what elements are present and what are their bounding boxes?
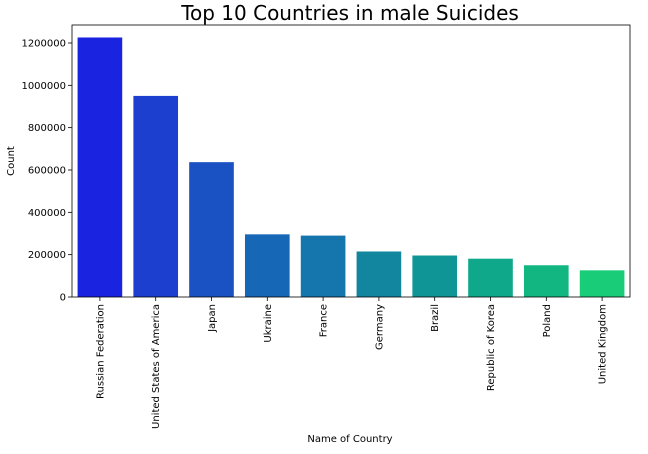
y-axis-label: Count [6, 146, 17, 176]
x-tick-label-5: Germany [374, 304, 385, 350]
bar-1 [133, 95, 179, 297]
y-tick-label-5: 1000000 [21, 81, 66, 92]
x-tick-label-2: Japan [207, 304, 218, 333]
bar-4 [300, 235, 346, 297]
x-tick-label-9: United Kingdom [598, 304, 609, 384]
bar-9 [579, 270, 625, 297]
x-tick-label-1: United States of America [151, 304, 162, 429]
x-tick-label-6: Brazil [430, 304, 441, 332]
x-tick-label-0: Russian Federation [95, 304, 106, 399]
x-tick-label-8: Poland [542, 304, 553, 337]
y-tick-label-4: 800000 [28, 123, 66, 134]
y-tick-label-2: 400000 [28, 208, 66, 219]
bar-2 [189, 162, 234, 297]
y-axis: 0 200000 400000 600000 800000 1000000 1200000 [21, 38, 72, 304]
x-tick-label-7: Republic of Korea [486, 304, 497, 391]
y-tick-label-6: 1200000 [21, 38, 66, 49]
x-tick-label-3: Ukraine [263, 304, 274, 343]
bar-8 [523, 265, 569, 297]
bar-0 [77, 37, 123, 298]
bar-3 [244, 234, 290, 297]
x-tick-label-4: France [319, 304, 330, 337]
bar-5 [356, 251, 402, 297]
bars-group [77, 37, 625, 298]
y-tick-label-0: 0 [60, 293, 66, 304]
y-tick-label-1: 200000 [28, 250, 66, 261]
y-tick-label-3: 600000 [28, 165, 66, 176]
bar-7 [468, 258, 513, 297]
plot-frame [71, 24, 631, 298]
x-axis-label: Name of Country [307, 434, 392, 445]
bar-6 [412, 255, 458, 297]
x-axis: Russian Federation United States of Ameri… [95, 297, 609, 429]
chart-title: Top 10 Countries in male Suicides [180, 1, 519, 25]
